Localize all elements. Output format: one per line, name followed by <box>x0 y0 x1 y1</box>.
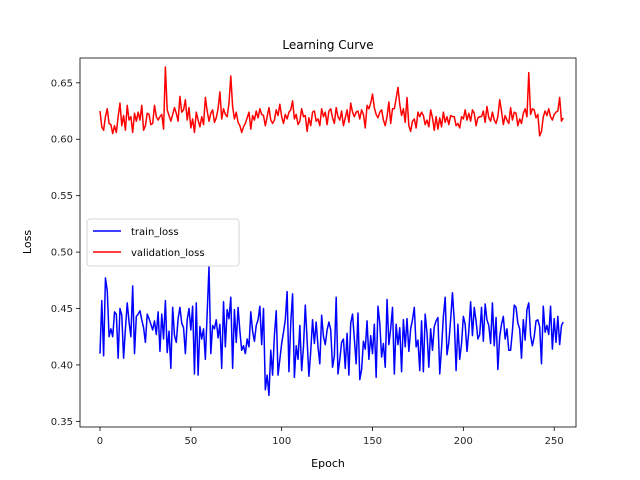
legend-box <box>86 218 240 267</box>
y-tick-label: 0.50 <box>51 248 73 259</box>
plot-area <box>99 66 564 397</box>
legend-label-train-loss: train_loss <box>131 227 179 238</box>
chart-title: Learning Curve <box>282 38 373 52</box>
legend: train_loss validation_loss <box>86 218 240 267</box>
x-tick-label: 200 <box>454 436 473 447</box>
y-axis: 0.35 0.40 0.45 0.50 0.55 0.60 0.65 <box>51 78 80 428</box>
y-tick-label: 0.55 <box>51 191 73 202</box>
x-tick-label: 100 <box>272 436 291 447</box>
series-line-validation-loss <box>99 66 564 137</box>
y-tick-label: 0.35 <box>51 417 73 428</box>
y-tick-label: 0.60 <box>51 135 73 146</box>
axes-frame <box>79 57 577 428</box>
y-tick-label: 0.40 <box>51 360 73 371</box>
series-line-train-loss <box>99 266 564 397</box>
x-tick-label: 50 <box>184 436 197 447</box>
legend-label-validation-loss: validation_loss <box>131 248 205 259</box>
y-axis-label: Loss <box>21 230 34 254</box>
y-tick-label: 0.45 <box>51 304 73 315</box>
x-axis-label: Epoch <box>311 457 345 470</box>
x-tick-label: 0 <box>97 436 103 447</box>
x-tick-label: 250 <box>545 436 564 447</box>
x-tick-label: 150 <box>363 436 382 447</box>
x-axis: 0 50 100 150 200 250 <box>97 427 564 447</box>
y-tick-label: 0.65 <box>51 78 73 89</box>
